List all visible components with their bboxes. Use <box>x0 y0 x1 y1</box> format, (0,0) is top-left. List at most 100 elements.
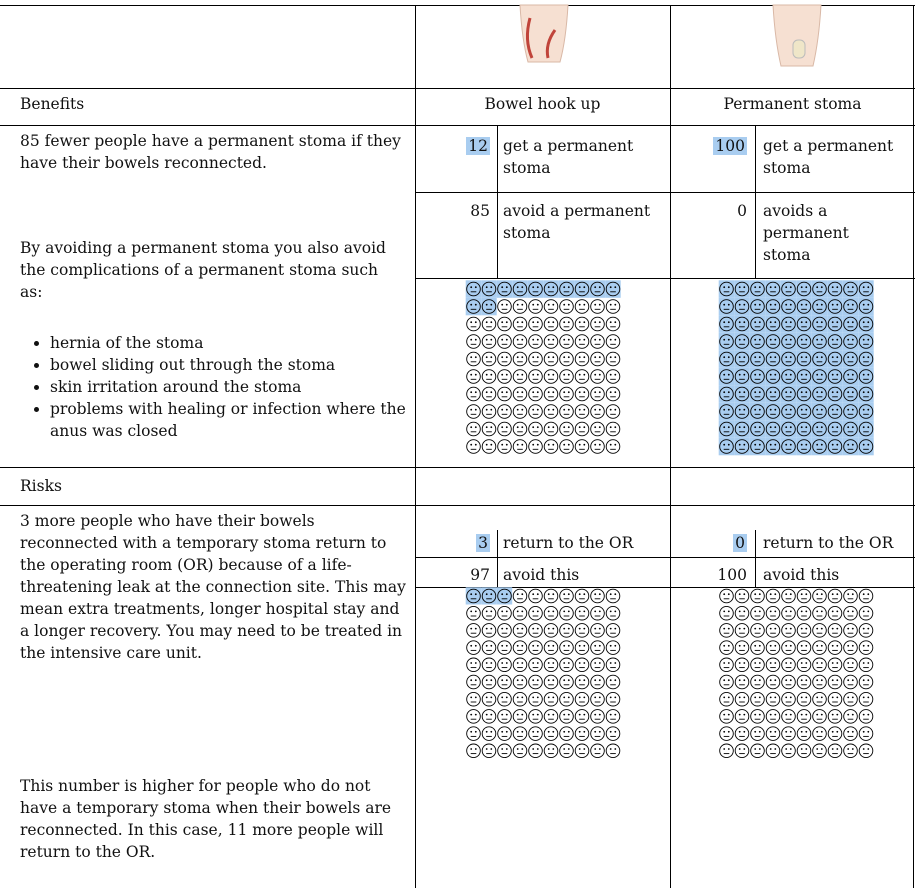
face-icon <box>481 421 497 437</box>
description: 3 more people who have their bowels reco… <box>20 512 406 662</box>
face-eye <box>505 644 508 647</box>
icon-highlight <box>811 297 828 316</box>
face-eye <box>614 338 617 341</box>
face-eye <box>594 593 597 596</box>
face-eye <box>598 408 601 411</box>
face-eye <box>516 662 519 664</box>
face-eye <box>594 713 597 716</box>
icon-highlight <box>481 297 497 316</box>
face-eye <box>536 627 539 630</box>
face-eye <box>820 338 823 341</box>
face-icon <box>765 657 781 673</box>
face-eye <box>490 391 493 394</box>
face-eye <box>723 286 726 289</box>
icon-highlight <box>780 367 797 386</box>
face-icon <box>858 674 874 690</box>
icon-highlight <box>465 297 482 316</box>
icon-highlight <box>780 280 797 298</box>
face-icon <box>605 386 621 402</box>
face-eye <box>578 748 581 750</box>
face-icon <box>512 386 528 402</box>
face-icon <box>466 623 481 638</box>
face-icon <box>574 691 590 707</box>
face-eye <box>470 730 473 733</box>
face-icon <box>559 439 574 454</box>
face-eye <box>609 338 612 341</box>
face-eye <box>536 356 539 359</box>
face-eye <box>816 286 819 289</box>
face-eye <box>769 627 772 630</box>
icon-highlight <box>780 297 797 316</box>
face-icon <box>497 588 512 604</box>
face-icon <box>750 404 765 419</box>
face-eye <box>867 303 870 306</box>
face-icon <box>528 691 543 707</box>
face-icon <box>543 640 559 655</box>
face-eye <box>594 286 597 289</box>
face-eye <box>567 662 570 664</box>
face-eye <box>536 408 539 411</box>
face-eye <box>862 373 865 376</box>
face-eye <box>816 426 819 429</box>
face-icon <box>827 588 843 604</box>
face-eye <box>474 286 477 289</box>
face-eye <box>485 356 488 359</box>
face-eye <box>490 662 493 664</box>
face-eye <box>594 391 597 394</box>
face-eye <box>552 610 555 613</box>
face-icon <box>497 657 512 673</box>
face-eye <box>754 696 757 699</box>
bullet: bowel sliding out through the stoma <box>50 354 410 376</box>
icon-highlight <box>749 385 766 403</box>
face-eye <box>862 593 865 596</box>
face-eye <box>800 286 803 289</box>
face-eye <box>490 426 493 429</box>
face-eye <box>532 408 535 411</box>
face-icon <box>559 605 574 621</box>
face-eye <box>820 610 823 613</box>
face-eye <box>774 408 777 411</box>
face-icon <box>528 605 543 621</box>
face-eye <box>536 391 539 394</box>
face-eye <box>862 443 865 446</box>
icon-highlight <box>749 420 766 438</box>
face-eye <box>614 321 617 324</box>
face-eye <box>743 644 746 647</box>
face-eye <box>609 748 612 750</box>
face-eye <box>805 662 808 664</box>
face-eye <box>516 443 519 446</box>
face-eye <box>723 748 726 750</box>
face-eye <box>774 610 777 613</box>
face-eye <box>847 662 850 664</box>
face-icon <box>843 709 858 724</box>
face-eye <box>598 696 601 699</box>
face-icon <box>512 281 528 297</box>
face-icon <box>481 316 497 332</box>
face-eye <box>516 679 519 682</box>
face-eye <box>501 303 504 306</box>
face-eye <box>594 338 597 341</box>
face-eye <box>836 321 839 324</box>
face-eye <box>743 443 746 446</box>
face-eye <box>485 662 488 664</box>
face-eye <box>516 373 519 376</box>
face-icon <box>750 439 765 454</box>
icon-highlight <box>858 402 874 421</box>
face-icon <box>765 386 781 402</box>
face-icon <box>512 674 528 690</box>
face-icon <box>719 421 734 437</box>
face-eye <box>505 373 508 376</box>
icon-highlight <box>842 420 859 438</box>
face-eye <box>470 627 473 630</box>
face-eye <box>851 338 854 341</box>
face-eye <box>470 593 473 596</box>
face-eye <box>501 443 504 446</box>
border <box>497 125 498 278</box>
face-eye <box>521 696 524 699</box>
face-eye <box>505 713 508 716</box>
face-eye <box>805 627 808 630</box>
face-icon <box>574 657 590 673</box>
face-icon <box>796 421 812 437</box>
face-eye <box>723 443 726 446</box>
face-eye <box>485 408 488 411</box>
